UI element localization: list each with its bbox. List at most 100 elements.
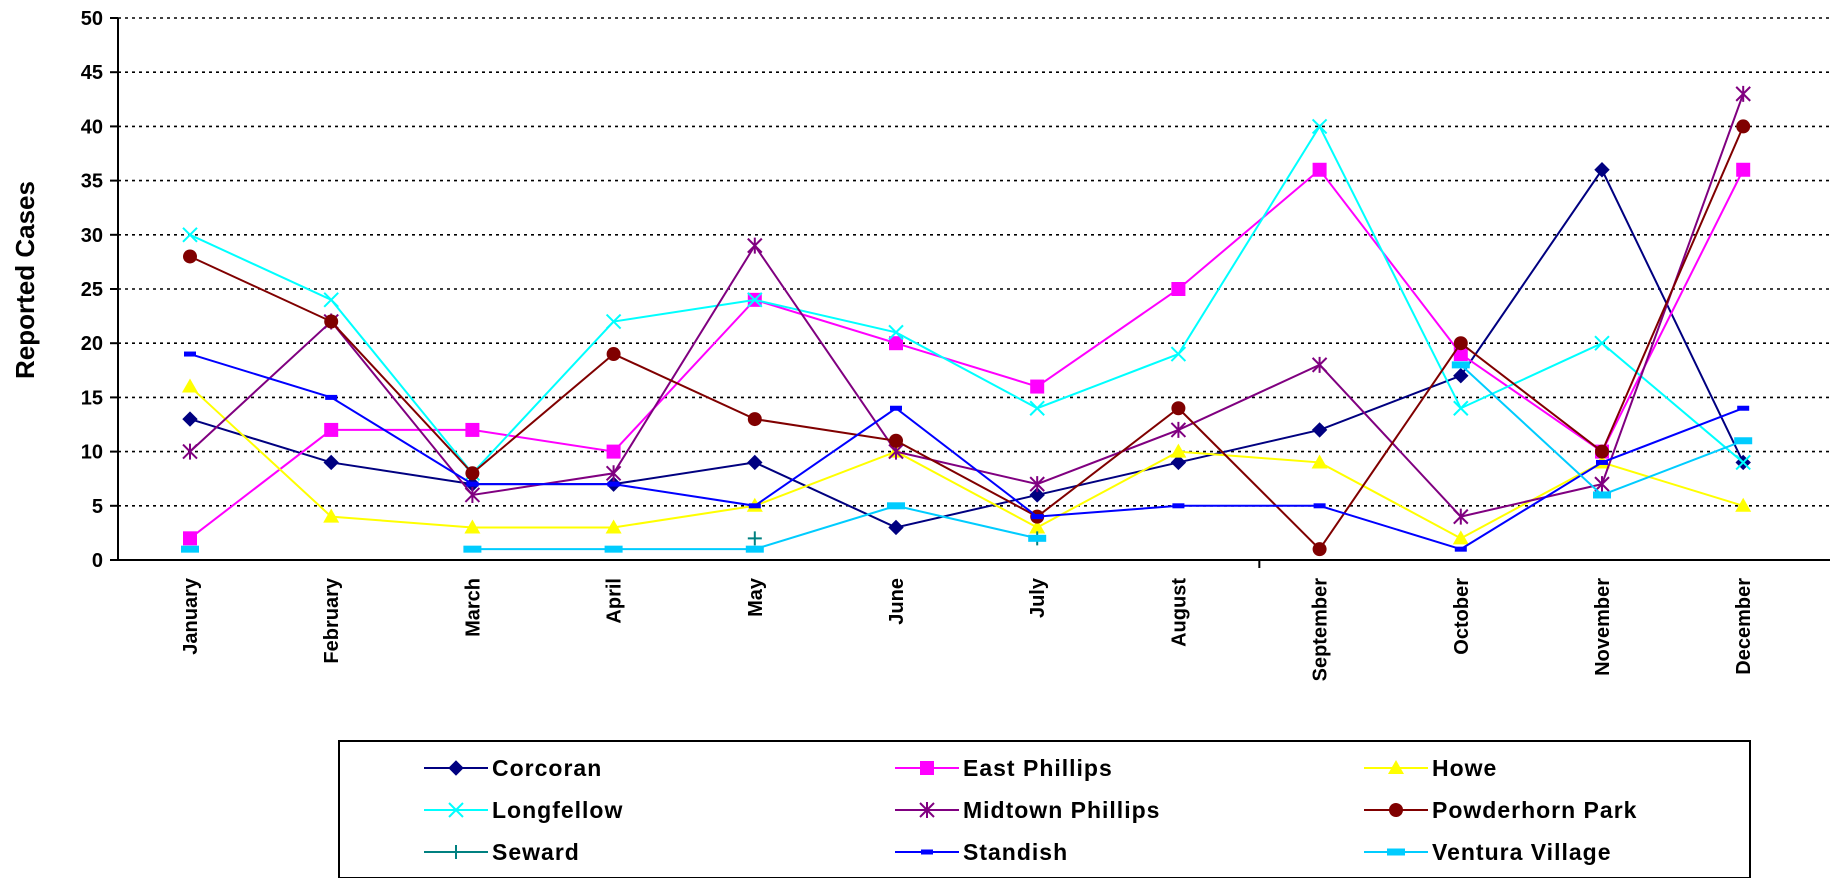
y-tick-label: 10: [81, 442, 103, 464]
y-tick-label: 35: [81, 171, 103, 193]
x-tick-label: July: [1027, 577, 1049, 618]
data-point-midtown-phillips: [1029, 476, 1045, 493]
data-point-howe: [323, 508, 340, 523]
marker-diamond: [1170, 454, 1187, 471]
data-point-powderhorn-park: [324, 314, 339, 329]
data-point-standish: [1172, 503, 1185, 509]
legend-item-midtown-phillips: Midtown Phillips: [895, 797, 1159, 823]
series-standish: [184, 351, 1750, 552]
data-point-east-phillips: [1030, 379, 1045, 394]
marker-dash: [1596, 459, 1608, 465]
data-point-longfellow: [323, 292, 339, 308]
data-point-standish: [466, 481, 479, 487]
data-point-longfellow: [1453, 400, 1469, 416]
data-point-midtown-phillips: [1735, 85, 1751, 102]
data-point-corcoran: [747, 454, 763, 471]
data-point-midtown-phillips: [605, 465, 622, 482]
marker-x: [448, 802, 464, 818]
marker-diamond: [888, 519, 904, 536]
marker-dash: [607, 481, 620, 487]
marker-dash: [890, 405, 902, 411]
data-point-powderhorn-park: [465, 466, 480, 481]
legend-label: East Phillips: [963, 755, 1113, 781]
marker-diamond: [1311, 422, 1328, 438]
marker-x: [747, 292, 763, 308]
series-longfellow: [182, 118, 1751, 481]
axis-labels: Reported Cases January February March April…: [10, 181, 1755, 681]
y-tick-label: 30: [81, 225, 103, 247]
marker-star: [919, 802, 935, 818]
data-point-east-phillips: [889, 336, 903, 351]
marker-triangle: [464, 519, 481, 534]
y-tick-label: 40: [81, 116, 103, 138]
marker-triangle: [605, 519, 622, 534]
data-point-standish: [184, 351, 196, 357]
data-point-standish: [1737, 405, 1750, 411]
marker-square: [889, 336, 903, 351]
data-point-midtown-phillips: [747, 237, 763, 254]
x-tick-label: April: [604, 578, 626, 624]
marker-circle: [747, 412, 762, 427]
data-point-ventura-village: [887, 502, 905, 510]
marker-circle: [1736, 119, 1751, 134]
legend-item-corcoran: Corcoran: [424, 755, 602, 781]
marker-bar: [887, 502, 905, 510]
data-point-longfellow: [182, 227, 198, 243]
data-point-seward: [747, 531, 762, 546]
series-line-midtown-phillips: [189, 93, 1745, 518]
series-line-longfellow: [189, 124, 1744, 475]
data-point-standish: [748, 503, 761, 509]
y-tick-label: 45: [81, 62, 103, 84]
data-point-corcoran: [1311, 422, 1328, 438]
data-point-powderhorn-park: [183, 249, 197, 264]
series-line-east-phillips: [189, 168, 1745, 540]
legend-item-standish: Standish: [895, 839, 1067, 865]
legend-label: Seward: [492, 839, 580, 865]
x-tick-label: February: [321, 577, 343, 663]
data-point-midtown-phillips: [1170, 421, 1187, 438]
data-point-midtown-phillips: [1311, 356, 1328, 373]
x-tick-label: December: [1733, 578, 1755, 675]
series-line-standish: [189, 353, 1744, 551]
data-point-ventura-village: [1028, 534, 1047, 542]
legend-label: Longfellow: [492, 797, 623, 823]
marker-circle: [1389, 803, 1403, 817]
y-tick-label: 20: [81, 333, 103, 355]
data-point-ventura-village: [1451, 361, 1470, 369]
marker-dash: [1172, 503, 1185, 509]
marker-star: [1311, 356, 1328, 373]
data-point-longfellow: [1311, 118, 1328, 135]
legend-marker: [921, 849, 933, 855]
x-tick-label: August: [1168, 578, 1190, 647]
x-tick-label: June: [886, 578, 908, 625]
marker-x: [1735, 454, 1751, 471]
y-tick-label: 15: [81, 387, 103, 409]
marker-square: [606, 444, 621, 459]
marker-dash: [921, 849, 933, 855]
data-point-powderhorn-park: [606, 347, 621, 362]
legend-marker: [1387, 848, 1405, 856]
data-point-corcoran: [1594, 162, 1610, 178]
marker-x: [1170, 346, 1187, 362]
data-point-longfellow: [1029, 400, 1045, 416]
x-tick-label: January: [180, 577, 202, 655]
series-line-howe: [189, 385, 1744, 540]
data-point-east-phillips: [1171, 282, 1186, 296]
marker-star: [1029, 476, 1045, 493]
y-tick-label: 5: [92, 496, 103, 518]
marker-triangle: [1170, 443, 1187, 458]
data-point-standish: [1596, 459, 1608, 465]
data-point-midtown-phillips: [1594, 476, 1610, 493]
x-tick-label: March: [462, 578, 484, 637]
axes: 0 5 10 15 20 25 30 35 40 45 50: [81, 8, 1830, 572]
data-point-midtown-phillips: [464, 486, 481, 503]
marker-bar: [604, 545, 623, 553]
data-point-longfellow: [888, 324, 904, 341]
data-point-standish: [607, 481, 620, 487]
marker-dash: [1031, 514, 1044, 520]
marker-star: [1453, 508, 1469, 525]
marker-x: [1453, 400, 1469, 416]
marker-square: [1171, 282, 1186, 296]
legend-label: Corcoran: [492, 755, 602, 781]
